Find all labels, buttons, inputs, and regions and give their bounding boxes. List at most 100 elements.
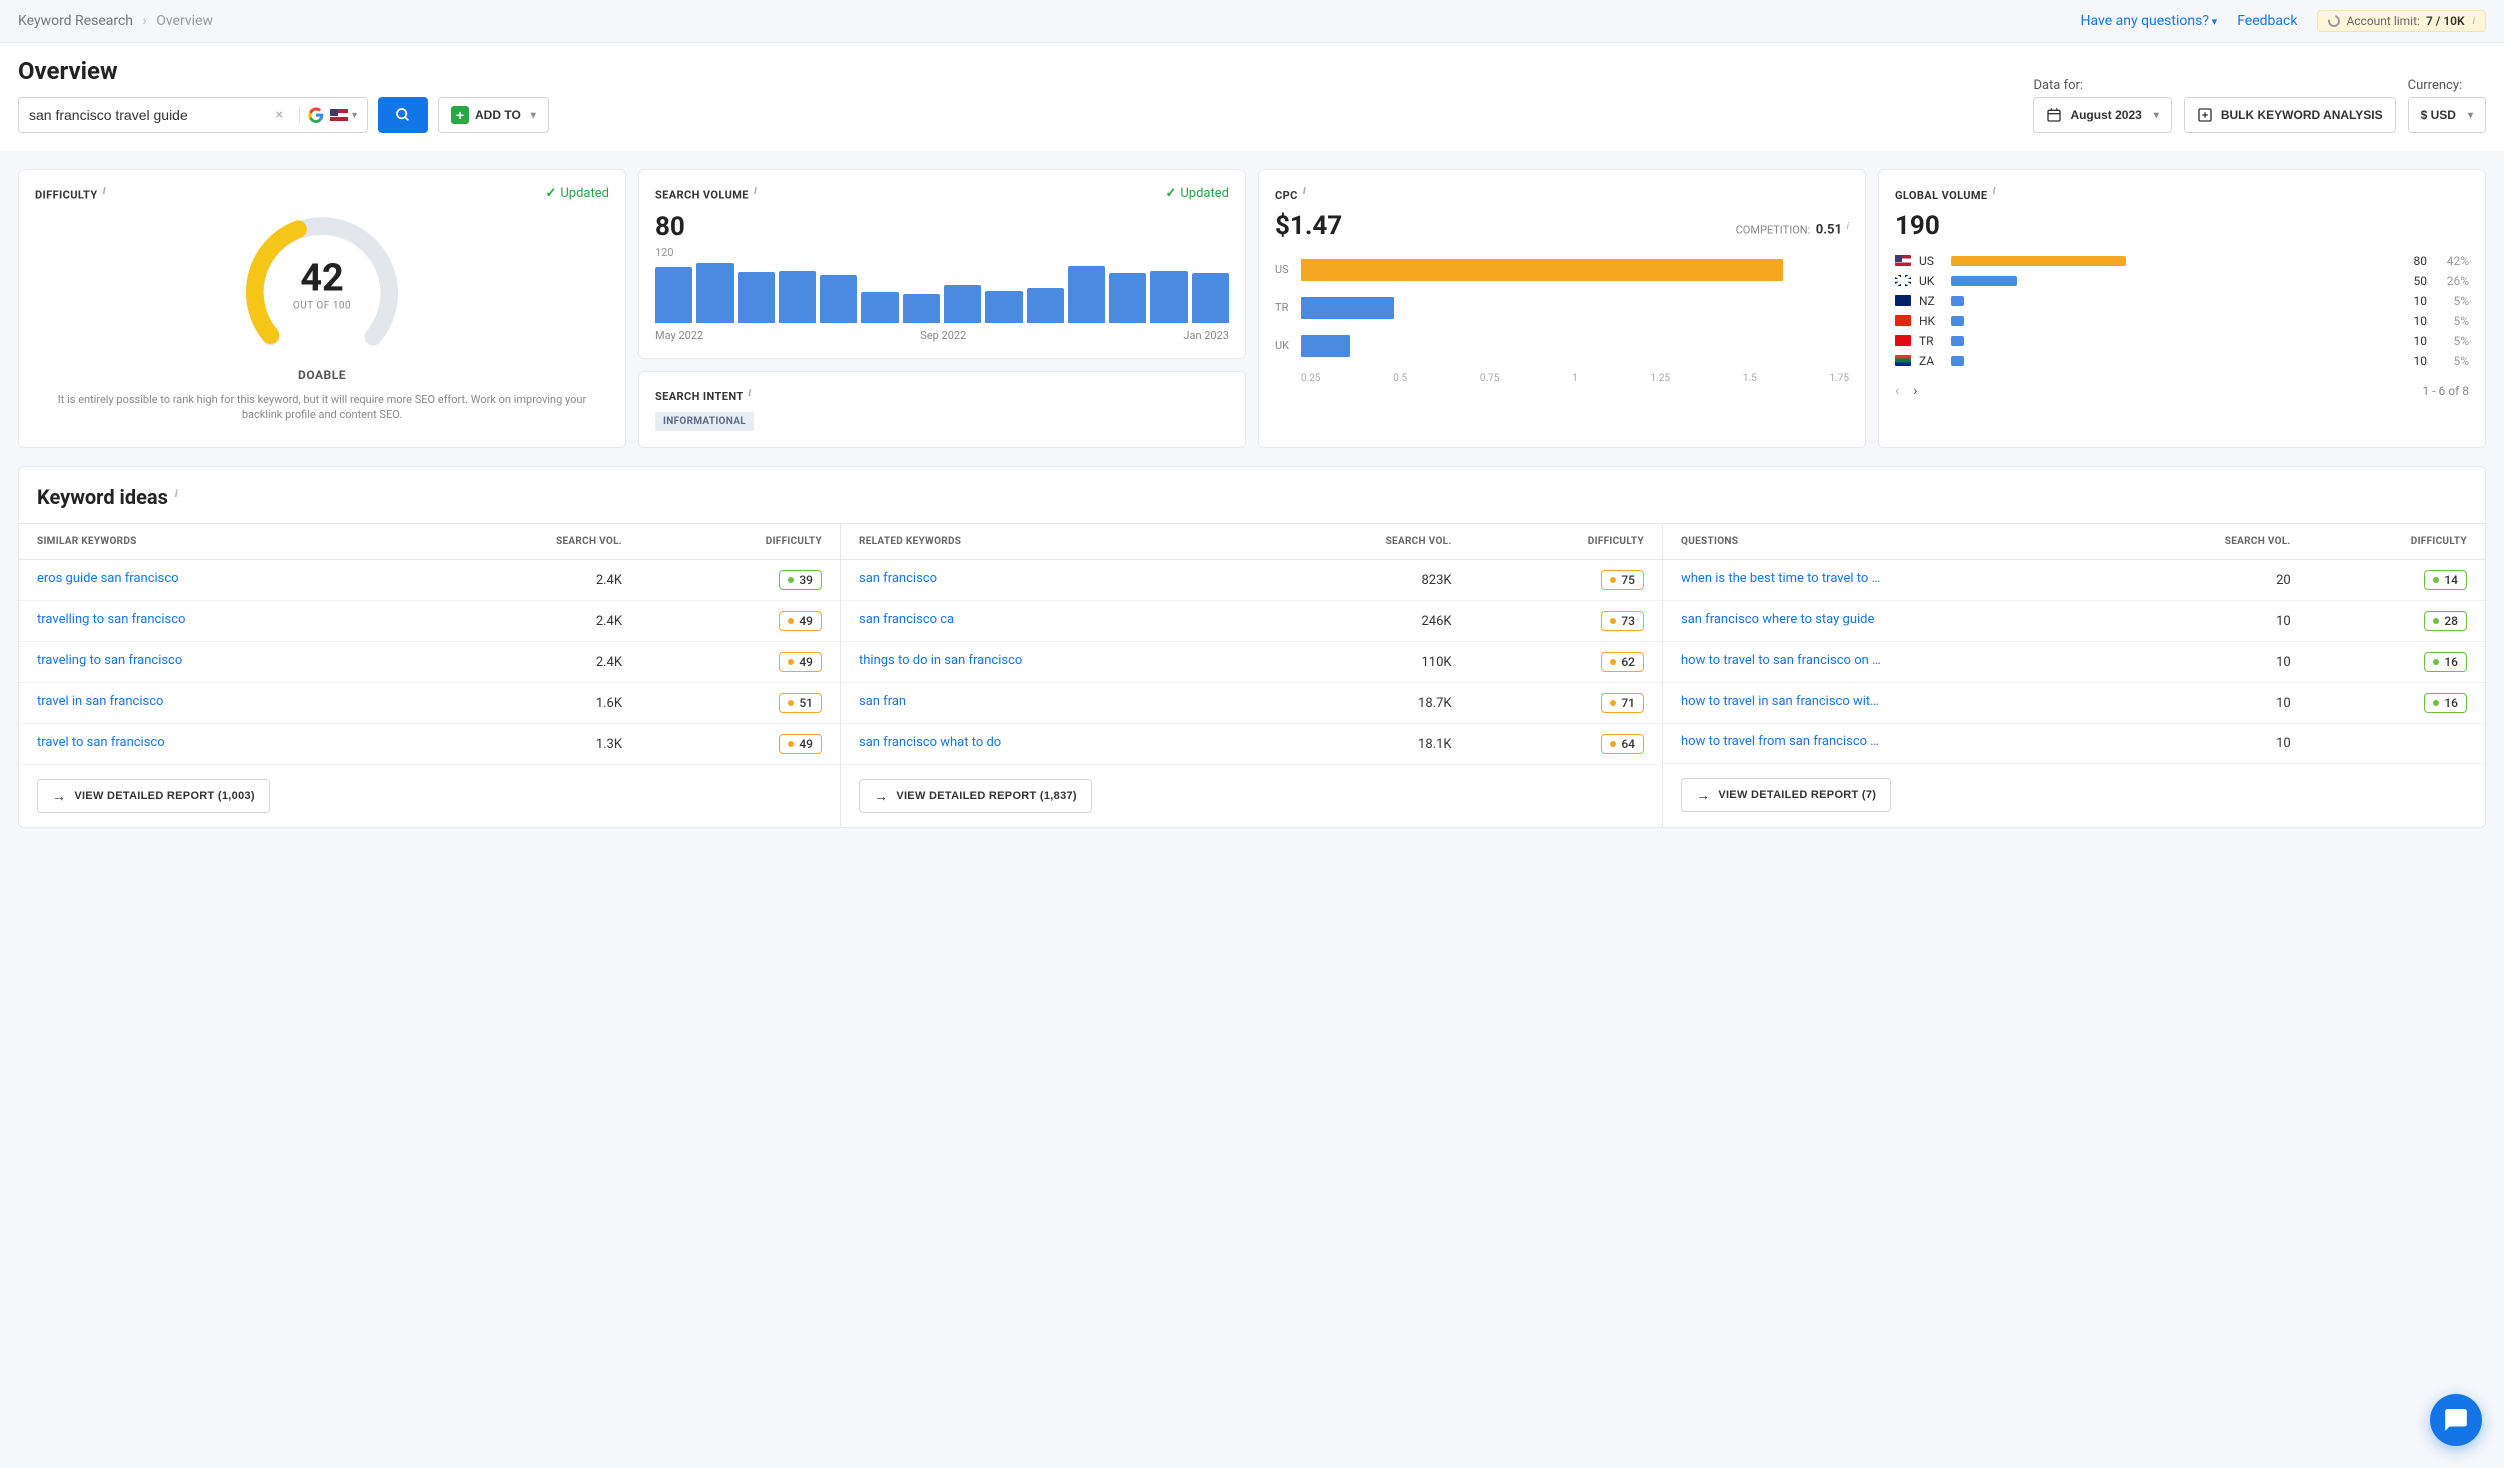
difficulty-title: DIFFICULTY i bbox=[35, 186, 106, 202]
keyword-cell[interactable]: how to travel to san francisco on … bbox=[1663, 642, 2114, 683]
volume-y-label: 120 bbox=[655, 246, 1229, 259]
intent-title: SEARCH INTENT i bbox=[655, 390, 752, 403]
chevron-down-icon[interactable]: ▾ bbox=[352, 110, 357, 121]
keyword-link[interactable]: san francisco where to stay guide bbox=[1681, 612, 1874, 627]
volume-bar bbox=[1192, 273, 1229, 322]
keyword-link[interactable]: traveling to san francisco bbox=[37, 653, 182, 668]
keyword-cell[interactable]: san francisco ca bbox=[841, 601, 1257, 642]
col-questions[interactable]: QUESTIONS bbox=[1663, 524, 2114, 560]
keyword-link[interactable]: when is the best time to travel to … bbox=[1681, 571, 1880, 586]
questions-report-button[interactable]: → VIEW DETAILED REPORT (7) bbox=[1681, 778, 1891, 812]
col-diff[interactable]: DIFFICULTY bbox=[2309, 524, 2485, 560]
keyword-cell[interactable]: travel in san francisco bbox=[19, 683, 419, 724]
keyword-cell[interactable]: how to travel in san francisco wit… bbox=[1663, 683, 2114, 724]
related-report-button[interactable]: → VIEW DETAILED REPORT (1,837) bbox=[859, 779, 1092, 813]
keyword-cell[interactable]: travelling to san francisco bbox=[19, 601, 419, 642]
info-icon[interactable]: i bbox=[748, 388, 751, 399]
questions-link[interactable]: Have any questions? bbox=[2081, 13, 2218, 29]
keyword-link[interactable]: san francisco what to do bbox=[859, 735, 1001, 750]
search-input[interactable] bbox=[29, 107, 275, 123]
axis-tick: 1 bbox=[1572, 373, 1578, 384]
difficulty-cell: 75 bbox=[1470, 560, 1662, 601]
keyword-cell[interactable]: traveling to san francisco bbox=[19, 642, 419, 683]
x-label: May 2022 bbox=[655, 329, 703, 342]
global-value: 190 bbox=[1895, 211, 2469, 241]
info-icon[interactable]: i bbox=[1847, 221, 1849, 232]
currency-button[interactable]: $ USD ▾ bbox=[2408, 97, 2486, 133]
col-vol[interactable]: SEARCH VOL. bbox=[1257, 524, 1470, 560]
similar-report-button[interactable]: → VIEW DETAILED REPORT (1,003) bbox=[37, 779, 270, 813]
global-pct: 5% bbox=[2435, 314, 2469, 328]
breadcrumb-parent[interactable]: Keyword Research bbox=[18, 13, 133, 29]
keyword-cell[interactable]: when is the best time to travel to … bbox=[1663, 560, 2114, 601]
keyword-link[interactable]: san francisco bbox=[859, 571, 937, 586]
pager-prev[interactable]: ‹ bbox=[1895, 383, 1899, 399]
account-limit-value: 7 / 10K bbox=[2426, 14, 2465, 28]
search-button[interactable] bbox=[378, 97, 428, 133]
keyword-link[interactable]: travelling to san francisco bbox=[37, 612, 185, 627]
info-icon[interactable]: i bbox=[1303, 186, 1306, 197]
global-row: US 80 42% bbox=[1895, 251, 2469, 271]
info-icon[interactable]: i bbox=[103, 186, 106, 197]
volume-bar bbox=[820, 275, 857, 323]
clear-icon[interactable]: × bbox=[275, 107, 282, 123]
keyword-cell[interactable]: san francisco what to do bbox=[841, 724, 1257, 765]
search-input-wrap[interactable]: × ▾ bbox=[18, 97, 368, 133]
cpc-bar-fill bbox=[1301, 335, 1350, 357]
col-vol[interactable]: SEARCH VOL. bbox=[2114, 524, 2309, 560]
col-diff[interactable]: DIFFICULTY bbox=[1470, 524, 1662, 560]
keyword-link[interactable]: san fran bbox=[859, 694, 906, 709]
volume-updated: Updated bbox=[1165, 186, 1229, 201]
keyword-cell[interactable]: san fran bbox=[841, 683, 1257, 724]
keyword-cell[interactable]: san francisco where to stay guide bbox=[1663, 601, 2114, 642]
cpc-bar-label: US bbox=[1275, 263, 1301, 276]
global-val: 10 bbox=[2397, 294, 2427, 308]
keyword-link[interactable]: how to travel from san francisco t… bbox=[1681, 734, 1881, 749]
feedback-link[interactable]: Feedback bbox=[2237, 13, 2297, 29]
dot-icon bbox=[788, 659, 794, 665]
col-related[interactable]: RELATED KEYWORDS bbox=[841, 524, 1257, 560]
keyword-link[interactable]: travel in san francisco bbox=[37, 694, 163, 709]
keyword-cell[interactable]: how to travel from san francisco t… bbox=[1663, 724, 2114, 764]
info-icon[interactable]: i bbox=[1993, 186, 1996, 197]
keyword-link[interactable]: things to do in san francisco bbox=[859, 653, 1022, 668]
datafor-label: Data for: bbox=[2033, 78, 2171, 93]
keyword-cell[interactable]: things to do in san francisco bbox=[841, 642, 1257, 683]
dot-icon bbox=[2433, 700, 2439, 706]
questions-report-label: VIEW DETAILED REPORT (7) bbox=[1718, 789, 1876, 801]
arrow-right-icon: → bbox=[1696, 787, 1710, 803]
datafor-button[interactable]: August 2023 ▾ bbox=[2033, 97, 2171, 133]
keyword-cell[interactable]: san francisco bbox=[841, 560, 1257, 601]
bulk-analysis-button[interactable]: BULK KEYWORD ANALYSIS bbox=[2184, 97, 2396, 133]
global-row: UK 50 26% bbox=[1895, 271, 2469, 291]
axis-tick: 0.75 bbox=[1480, 373, 1500, 384]
col-vol[interactable]: SEARCH VOL. bbox=[419, 524, 640, 560]
table-row: when is the best time to travel to … 20 … bbox=[1663, 560, 2485, 601]
col-diff[interactable]: DIFFICULTY bbox=[640, 524, 840, 560]
difficulty-card: DIFFICULTY i Updated 42 OUT OF 100 DOABL… bbox=[18, 169, 626, 448]
bulk-icon bbox=[2197, 107, 2213, 123]
country-code: HK bbox=[1919, 314, 1943, 328]
header: Overview × ▾ + ADD TO ▾ Data for: bbox=[0, 43, 2504, 151]
difficulty-cell: 16 bbox=[2309, 642, 2485, 683]
volume-cell: 1.3K bbox=[419, 724, 640, 765]
info-icon[interactable]: i bbox=[175, 489, 178, 500]
add-to-button[interactable]: + ADD TO ▾ bbox=[438, 97, 549, 133]
cpc-bar-row: US bbox=[1275, 259, 1849, 281]
keyword-cell[interactable]: eros guide san francisco bbox=[19, 560, 419, 601]
keyword-link[interactable]: how to travel to san francisco on … bbox=[1681, 653, 1881, 668]
keyword-cell[interactable]: travel to san francisco bbox=[19, 724, 419, 765]
keyword-link[interactable]: travel to san francisco bbox=[37, 735, 165, 750]
chat-bubble[interactable] bbox=[2430, 1394, 2482, 1446]
info-icon[interactable]: i bbox=[754, 186, 757, 197]
table-row: travelling to san francisco 2.4K 49 bbox=[19, 601, 840, 642]
difficulty-updated: Updated bbox=[545, 186, 609, 201]
keyword-link[interactable]: san francisco ca bbox=[859, 612, 954, 627]
pager-next[interactable]: › bbox=[1913, 383, 1917, 399]
keyword-link[interactable]: eros guide san francisco bbox=[37, 571, 179, 586]
axis-tick: 1.5 bbox=[1743, 373, 1757, 384]
similar-table: SIMILAR KEYWORDS SEARCH VOL. DIFFICULTY … bbox=[19, 523, 840, 765]
col-similar[interactable]: SIMILAR KEYWORDS bbox=[19, 524, 419, 560]
global-bar-fill bbox=[1951, 336, 1964, 346]
keyword-link[interactable]: how to travel in san francisco wit… bbox=[1681, 694, 1879, 709]
